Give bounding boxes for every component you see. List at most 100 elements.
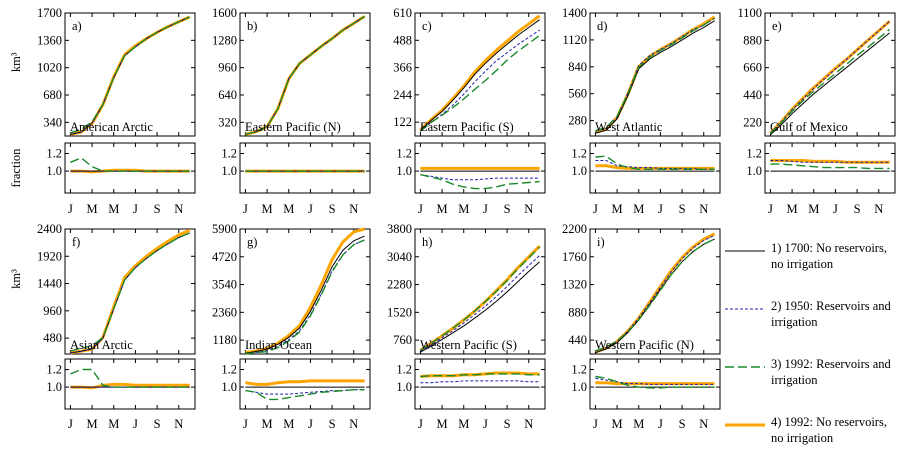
panel-a-month-label: S: [154, 202, 161, 216]
panel-e-ytick-label: 880: [743, 33, 762, 47]
panel-c-series-4: [419, 14, 541, 131]
panel-h-region-name: Western Pacific (S): [420, 338, 517, 352]
panel-b-series-2: [245, 15, 365, 135]
panel-i-series-4: [594, 232, 716, 354]
panel-d-month-label: M: [612, 202, 623, 216]
panel-h-ytick-label: 1520: [387, 305, 412, 319]
panel-h-ytick-label: 3800: [387, 222, 412, 236]
panel-i-region-name: Western Pacific (N): [595, 338, 694, 352]
panel-i-top-axes: [589, 228, 721, 355]
legend-label-1992-reservoirs: 3) 1992: Reservoirs and irrigation: [771, 357, 891, 387]
panel-g-month-label: S: [329, 417, 336, 431]
panel-d-month-label: S: [679, 202, 686, 216]
panel-i-frac-ytick-label: 1.2: [571, 363, 587, 377]
panel-c-frac-ytick-label: 1.0: [396, 164, 412, 178]
panel-h-label: h): [422, 235, 432, 249]
panel-a-month-label: J: [133, 202, 138, 216]
panel-b-ytick-label: 320: [218, 115, 237, 129]
panel-c-ytick-label: 244: [393, 88, 413, 102]
panel-g-month-label: M: [283, 417, 294, 431]
panel-e-region-name: Gulf of Mexico: [770, 120, 848, 134]
panel-g-ytick-label: 1180: [212, 333, 237, 347]
panel-g-ytick-label: 2360: [212, 305, 237, 319]
panel-c-ytick-label: 122: [393, 115, 412, 129]
panel-h-month-label: N: [524, 417, 533, 431]
panel-a-top-axes: [64, 12, 196, 137]
panel-h-series-1: [420, 261, 540, 353]
panel-a-ytick-label: 1700: [37, 6, 62, 20]
panel-a-series-2: [70, 16, 190, 135]
panel-i-fraction-series-4: [595, 381, 715, 386]
panel-d-series-4: [594, 15, 716, 134]
legend-swatch-1992-reservoirs: [725, 366, 765, 368]
panel-b-frac-ytick-label: 1.2: [221, 147, 237, 161]
panel-g-series-2: [245, 239, 365, 355]
panel-a-series-4: [70, 15, 191, 136]
panel-g-fraction-series-4: [245, 379, 365, 386]
panel-c-fraction-series-3: [420, 173, 540, 190]
panel-a-region-name: American Arctic: [70, 120, 153, 134]
panel-f-top-axes: [64, 228, 196, 355]
panel-e-bottom-axes: [764, 142, 896, 194]
panel-d-ytick-label: 1400: [562, 6, 587, 20]
panel-d-month-label: J: [593, 202, 598, 216]
panel-a-ytick-label: 340: [43, 115, 62, 129]
panel-g-ytick-label: 4720: [212, 250, 237, 264]
panel-h-top-axes: [414, 228, 546, 355]
panel-a-series-1: [70, 16, 190, 135]
legend-label-1950: 2) 1950: Reservoirs and irrigation: [771, 299, 891, 329]
panel-b-top-axes: [239, 12, 371, 137]
panel-g-bottom-axes: [239, 358, 371, 410]
panel-h-ytick-label: 2280: [387, 278, 412, 292]
panel-e-series-2: [770, 20, 890, 134]
panel-d-top-axes: [589, 12, 721, 137]
panel-f-ytick-label: 480: [43, 331, 62, 345]
panel-a-ytick-label: 1360: [37, 33, 62, 47]
panel-d-bottom-axes: [589, 142, 721, 194]
panel-b-month-label: N: [349, 202, 358, 216]
panel-b-ytick-label: 1600: [212, 6, 237, 20]
panel-b-bottom-axes: [239, 142, 371, 194]
panel-d-ytick-label: 280: [568, 114, 587, 128]
panel-f-month-label: J: [133, 417, 138, 431]
panel-i-ytick-label: 2200: [562, 222, 587, 236]
panel-a-fraction-series-3: [70, 157, 190, 172]
panel-c-fraction-series-2: [420, 174, 540, 181]
panel-e-month-label: N: [874, 202, 883, 216]
panel-h-month-label: M: [458, 417, 469, 431]
panel-b-ytick-label: 960: [218, 61, 237, 75]
panel-d-frac-ytick-label: 1.0: [571, 164, 587, 178]
panel-e-ytick-label: 660: [743, 61, 762, 75]
panel-h-ytick-label: 760: [393, 333, 412, 347]
panel-e-month-label: J: [833, 202, 838, 216]
panel-h-series-2: [420, 255, 540, 352]
panel-f-fraction-series-4: [70, 382, 190, 390]
panel-d-frac-ytick-label: 1.2: [571, 147, 587, 161]
panel-g-fraction-series-2: [245, 389, 365, 395]
panel-a-month-label: J: [68, 202, 73, 216]
panel-h-frac-ytick-label: 1.2: [396, 363, 412, 377]
panel-h-month-label: S: [504, 417, 511, 431]
panel-h-bottom-axes: [414, 358, 546, 410]
panel-i-month-label: J: [658, 417, 663, 431]
panel-f-frac-ytick-label: 1.2: [46, 363, 62, 377]
panel-f-series-2: [70, 232, 190, 354]
km-ylabel-bottom: km³: [9, 269, 23, 289]
panel-g-ytick-label: 3540: [212, 278, 237, 292]
panel-f-month-label: M: [87, 417, 98, 431]
panel-d-ytick-label: 840: [568, 60, 587, 74]
panel-c-series-2: [420, 29, 540, 132]
panel-d-fraction-series-2: [595, 160, 715, 170]
panel-g-month-label: J: [308, 417, 313, 431]
legend-item-1700: 1) 1700: No reservoirs, no irrigation: [725, 240, 895, 298]
panel-c-label: c): [422, 19, 432, 33]
panel-e-ytick-label: 440: [743, 88, 762, 102]
panel-b-month-label: S: [329, 202, 336, 216]
panel-d-ytick-label: 1120: [562, 33, 587, 47]
panel-a-series-3: [70, 16, 190, 134]
panel-f-month-label: J: [68, 417, 73, 431]
panel-e-label: e): [772, 19, 782, 33]
panel-d-series-1: [595, 20, 715, 134]
panel-c-bottom-axes: [414, 142, 546, 194]
fraction-ylabel: fraction: [9, 148, 23, 188]
